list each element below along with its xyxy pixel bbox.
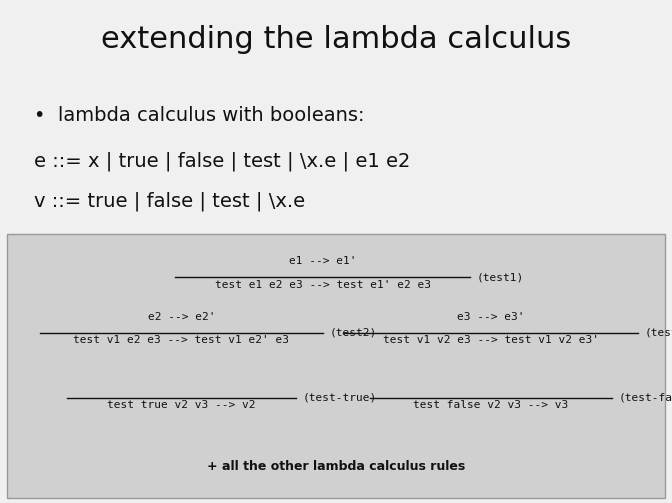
Text: e2 --> e2': e2 --> e2' bbox=[148, 312, 215, 322]
FancyBboxPatch shape bbox=[7, 234, 665, 498]
Text: test true v2 v3 --> v2: test true v2 v3 --> v2 bbox=[108, 400, 255, 410]
Text: (test-true): (test-true) bbox=[302, 393, 376, 402]
Text: e1 --> e1': e1 --> e1' bbox=[289, 257, 356, 267]
Text: (test-false): (test-false) bbox=[618, 393, 672, 402]
Text: test e1 e2 e3 --> test e1' e2 e3: test e1 e2 e3 --> test e1' e2 e3 bbox=[214, 280, 431, 290]
Text: v ::= true | false | test | \x.e: v ::= true | false | test | \x.e bbox=[34, 192, 304, 211]
Text: (test3): (test3) bbox=[645, 328, 672, 338]
Text: test v1 v2 e3 --> test v1 v2 e3': test v1 v2 e3 --> test v1 v2 e3' bbox=[382, 336, 599, 346]
Text: extending the lambda calculus: extending the lambda calculus bbox=[101, 25, 571, 54]
Text: e ::= x | true | false | test | \x.e | e1 e2: e ::= x | true | false | test | \x.e | e… bbox=[34, 151, 410, 171]
Text: + all the other lambda calculus rules: + all the other lambda calculus rules bbox=[207, 460, 465, 473]
Text: •  lambda calculus with booleans:: • lambda calculus with booleans: bbox=[34, 106, 364, 125]
Text: test v1 e2 e3 --> test v1 e2' e3: test v1 e2 e3 --> test v1 e2' e3 bbox=[73, 336, 290, 346]
Text: test false v2 v3 --> v3: test false v2 v3 --> v3 bbox=[413, 400, 569, 410]
Text: (test1): (test1) bbox=[477, 273, 524, 283]
Text: (test2): (test2) bbox=[329, 328, 376, 338]
Text: e3 --> e3': e3 --> e3' bbox=[457, 312, 524, 322]
